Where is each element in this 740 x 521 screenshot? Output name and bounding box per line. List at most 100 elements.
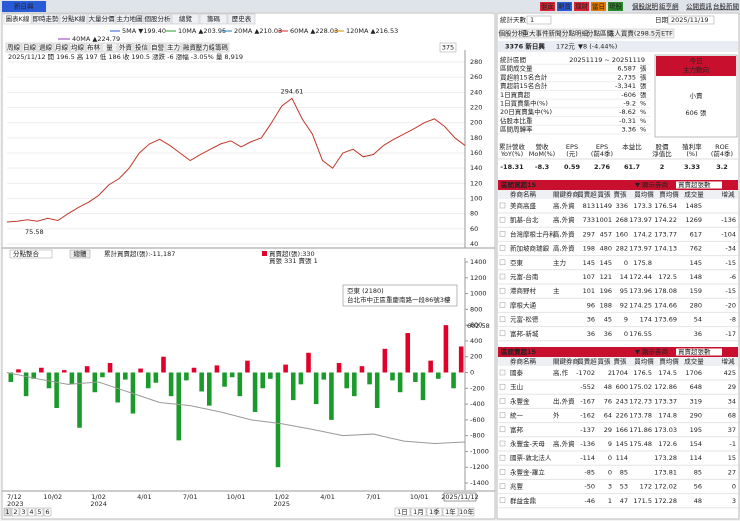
check-box[interactable] bbox=[499, 426, 506, 433]
tab-button[interactable] bbox=[59, 13, 88, 25]
select[interactable] bbox=[676, 181, 722, 189]
tool-button[interactable] bbox=[85, 42, 102, 53]
cell[interactable]: 美商高盛 bbox=[510, 201, 537, 210]
right-tab[interactable] bbox=[499, 28, 524, 39]
right-tab[interactable] bbox=[612, 28, 660, 39]
top-button[interactable] bbox=[557, 2, 572, 11]
select[interactable] bbox=[526, 15, 552, 25]
top-button[interactable] bbox=[540, 2, 555, 11]
check-box[interactable] bbox=[499, 316, 506, 322]
page-button[interactable] bbox=[35, 507, 44, 517]
cell[interactable]: 摩根大通 bbox=[510, 300, 537, 309]
cell[interactable]: 兆豐 bbox=[510, 482, 524, 491]
check-box[interactable] bbox=[499, 369, 506, 376]
check-box[interactable] bbox=[499, 497, 506, 504]
check-box[interactable] bbox=[499, 454, 506, 461]
tool-button[interactable] bbox=[213, 42, 230, 53]
page-button[interactable] bbox=[11, 507, 20, 517]
page-button[interactable] bbox=[43, 507, 52, 517]
cell[interactable]: 玉山 bbox=[510, 382, 523, 391]
check-box[interactable] bbox=[499, 259, 506, 266]
tool-button[interactable] bbox=[117, 42, 134, 53]
cell[interactable]: 亞東 bbox=[510, 258, 524, 267]
range-button[interactable] bbox=[394, 507, 411, 517]
tab-button[interactable] bbox=[115, 13, 144, 25]
right-tab[interactable] bbox=[547, 28, 563, 39]
cell[interactable]: 永豐金-天母 bbox=[510, 439, 545, 448]
cell[interactable]: 永豐金-羅立 bbox=[510, 467, 545, 476]
tool-button[interactable] bbox=[197, 42, 214, 53]
check-box[interactable] bbox=[499, 287, 506, 294]
tab-button[interactable] bbox=[227, 13, 256, 25]
tab-button[interactable] bbox=[87, 13, 116, 25]
range-button[interactable] bbox=[442, 507, 459, 517]
tool-button[interactable] bbox=[165, 42, 182, 53]
tool-button[interactable] bbox=[37, 42, 54, 53]
check-box[interactable] bbox=[499, 302, 506, 308]
tool-button[interactable] bbox=[53, 42, 70, 53]
tab-button[interactable] bbox=[31, 13, 60, 25]
cell[interactable]: 國泰 bbox=[510, 368, 524, 377]
date-box[interactable] bbox=[667, 15, 715, 25]
select[interactable] bbox=[676, 348, 722, 356]
cell[interactable]: 永豐金 bbox=[510, 396, 530, 405]
top-button[interactable] bbox=[608, 2, 623, 11]
top-button[interactable] bbox=[591, 2, 606, 11]
top-link[interactable]: 公開資訊 bbox=[686, 2, 713, 11]
check-box[interactable] bbox=[499, 440, 506, 447]
tool-button[interactable] bbox=[101, 42, 118, 53]
tooltip bbox=[342, 284, 458, 307]
tool-button[interactable] bbox=[5, 42, 22, 53]
select[interactable] bbox=[9, 249, 53, 259]
range-button[interactable] bbox=[426, 507, 443, 517]
cell[interactable]: 元富-台南 bbox=[510, 272, 539, 281]
check-box[interactable] bbox=[499, 202, 506, 209]
tab-button[interactable] bbox=[143, 13, 172, 25]
cell[interactable]: 統一 bbox=[510, 411, 524, 420]
check-box[interactable] bbox=[499, 398, 506, 404]
tool-button[interactable] bbox=[21, 42, 38, 53]
top-button[interactable] bbox=[574, 2, 589, 11]
cell[interactable]: 富邦-新城 bbox=[510, 329, 539, 338]
check-box[interactable] bbox=[499, 412, 506, 418]
check-box[interactable] bbox=[499, 469, 506, 475]
check-box[interactable] bbox=[499, 231, 506, 237]
tool-button[interactable] bbox=[181, 42, 198, 53]
page-button[interactable] bbox=[19, 507, 28, 517]
cell[interactable]: 凱基-台北 bbox=[510, 215, 539, 224]
check-box[interactable] bbox=[499, 330, 506, 337]
cell[interactable]: 富邦 bbox=[510, 425, 524, 434]
cell[interactable]: 國票-敦北法人 bbox=[510, 453, 552, 462]
right-tab[interactable] bbox=[659, 28, 675, 39]
button[interactable] bbox=[69, 249, 91, 259]
top-link[interactable]: 台股新聞 bbox=[713, 2, 739, 11]
cell[interactable]: 新加坡商瑞銀 bbox=[510, 244, 550, 253]
check-box[interactable] bbox=[499, 245, 506, 251]
cell[interactable]: 港商野村 bbox=[510, 286, 537, 295]
tool-button[interactable] bbox=[133, 42, 150, 53]
right-tab[interactable] bbox=[587, 28, 613, 39]
cell[interactable]: 台灣摩根士丹利 bbox=[510, 229, 556, 238]
cell[interactable]: 元富-松德 bbox=[510, 315, 539, 324]
select[interactable] bbox=[439, 42, 457, 53]
tab-button[interactable] bbox=[3, 13, 32, 25]
check-box[interactable] bbox=[499, 483, 506, 489]
cell: -162 bbox=[580, 412, 595, 420]
page-button[interactable] bbox=[3, 507, 12, 517]
range-button[interactable] bbox=[410, 507, 427, 517]
check-box[interactable] bbox=[499, 216, 506, 223]
check-box[interactable] bbox=[499, 383, 506, 390]
range-button[interactable] bbox=[458, 507, 475, 517]
top-link[interactable]: 鉅亨網 bbox=[659, 2, 679, 11]
tool-button[interactable] bbox=[69, 42, 86, 53]
tool-button[interactable] bbox=[149, 42, 166, 53]
tab-button[interactable] bbox=[199, 13, 228, 25]
check-box[interactable] bbox=[499, 273, 506, 280]
page-button[interactable] bbox=[27, 507, 36, 517]
cell[interactable]: 群益金鼎 bbox=[510, 496, 536, 505]
tab-button[interactable] bbox=[171, 13, 200, 25]
right-tab[interactable] bbox=[523, 28, 548, 39]
right-tab[interactable] bbox=[562, 28, 588, 39]
top-link[interactable]: 個股說明 bbox=[632, 2, 659, 11]
tab[interactable] bbox=[2, 1, 46, 12]
